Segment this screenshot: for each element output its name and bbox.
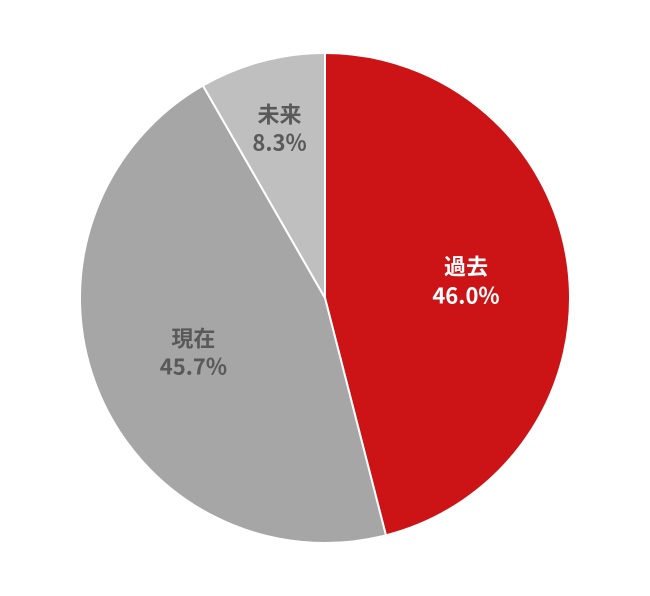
slice-percent-present: 45.7% (160, 352, 227, 381)
pie-svg (0, 0, 650, 596)
slice-percent-future: 8.3% (252, 128, 306, 157)
slice-label-present: 現在 45.7% (160, 323, 227, 380)
slice-name-present: 現在 (160, 323, 227, 352)
slice-name-past: 過去 (432, 252, 499, 281)
slice-percent-past: 46.0% (432, 280, 499, 309)
slice-label-future: 未来 8.3% (252, 99, 306, 156)
slice-label-past: 過去 46.0% (432, 252, 499, 309)
pie-chart: 過去 46.0% 現在 45.7% 未来 8.3% (0, 0, 650, 596)
slice-name-future: 未来 (252, 99, 306, 128)
